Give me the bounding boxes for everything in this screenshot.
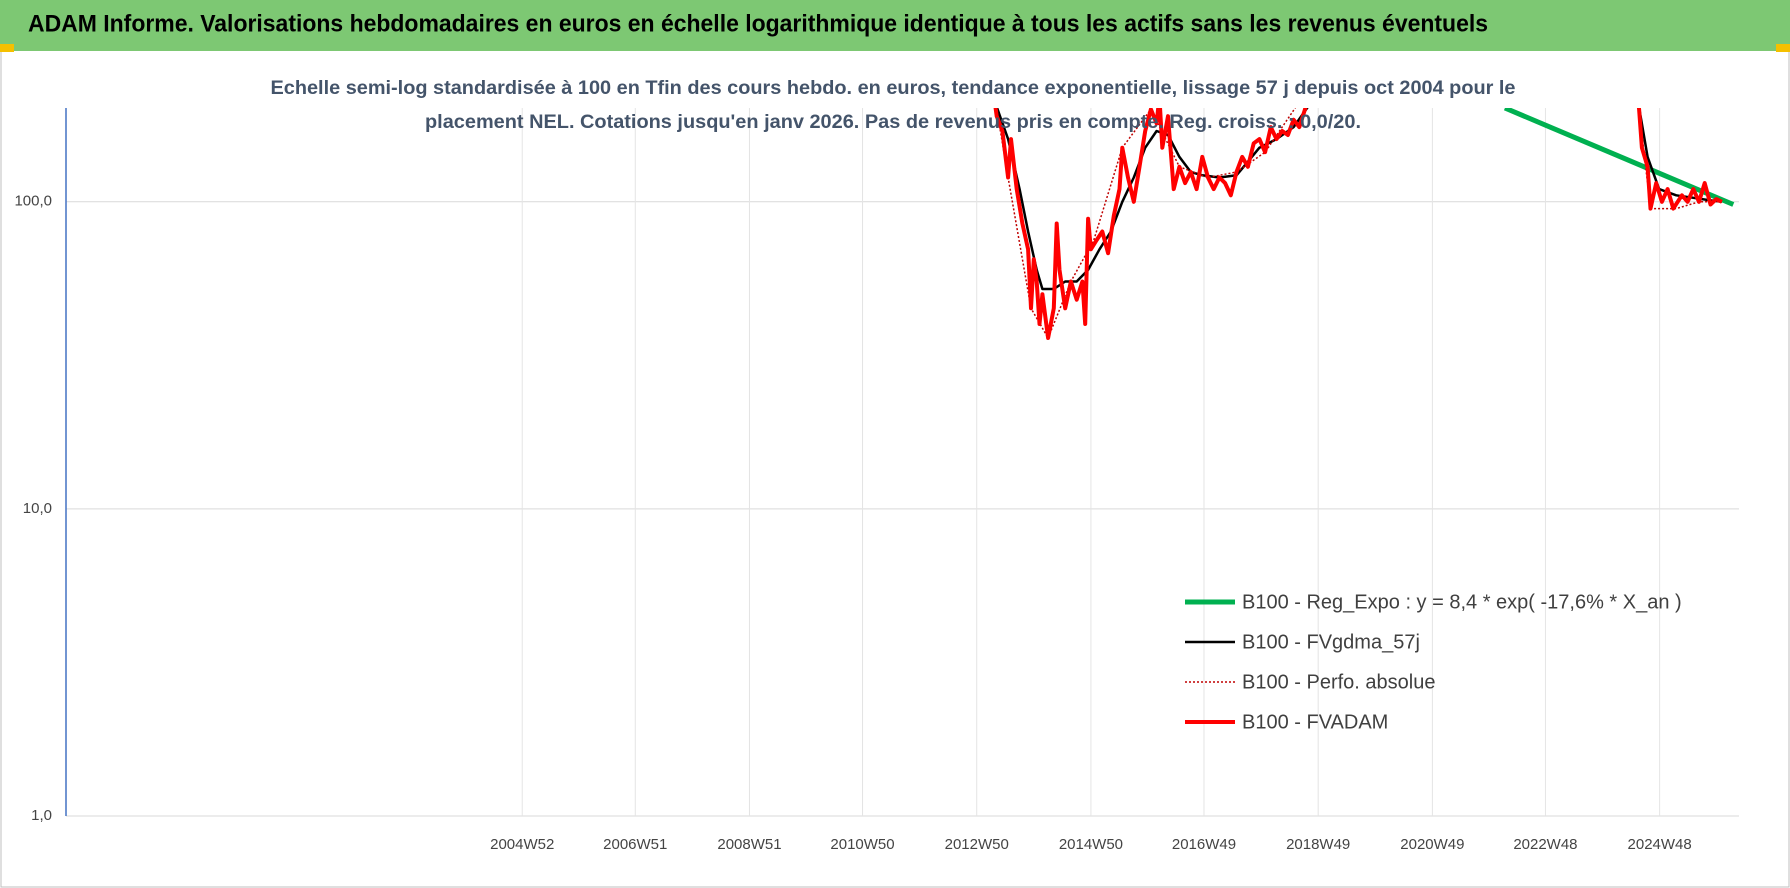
series-line [1503, 108, 1735, 207]
x-tick-label: 2022W48 [1513, 836, 1577, 853]
x-tick-label: 2006W51 [603, 836, 667, 853]
legend: B100 - Reg_Expo : y = 8,4 * exp( -17,6% … [1185, 591, 1682, 733]
y-tick-label: 100,0 [14, 193, 52, 210]
corner [0, 44, 14, 52]
y-tick-label: 10,0 [23, 500, 52, 517]
x-tick-label: 2014W50 [1059, 836, 1123, 853]
x-tick-label: 2010W50 [830, 836, 894, 853]
series-line [993, 108, 1723, 340]
chart-subtitle: placement NEL. Cotations jusqu'en janv 2… [425, 112, 1361, 133]
chart-subtitle: Echelle semi-log standardisée à 100 en T… [271, 78, 1516, 99]
legend-label: B100 - FVADAM [1242, 711, 1388, 733]
series [993, 108, 1735, 340]
chart-title: ADAM Informe. Valorisations hebdomadaire… [28, 10, 1488, 37]
legend-label: B100 - Perfo. absolue [1242, 671, 1435, 693]
legend-label: B100 - FVgdma_57j [1242, 631, 1420, 653]
x-tick-label: 2016W49 [1172, 836, 1236, 853]
x-tick-label: 2012W50 [945, 836, 1009, 853]
y-tick-label: 1,0 [31, 807, 52, 824]
x-tick-label: 2018W49 [1286, 836, 1350, 853]
grid: 1,0 10,0 100,0 2004W52 2006W51 2008W51 2010W50… [14, 108, 1739, 853]
x-tick-label: 2020W49 [1400, 836, 1464, 853]
title-bar [0, 0, 1790, 51]
corner [1776, 44, 1790, 52]
x-tick-label: 2008W51 [717, 836, 781, 853]
x-tick-label: 2004W52 [490, 836, 554, 853]
legend-label: B100 - Reg_Expo : y = 8,4 * exp( -17,6% … [1242, 591, 1682, 613]
x-tick-label: 2024W48 [1628, 836, 1692, 853]
